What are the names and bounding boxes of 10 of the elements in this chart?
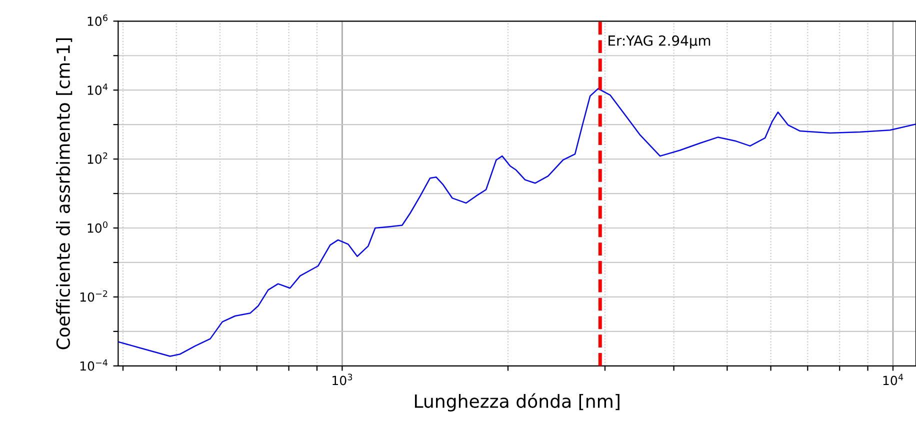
y-tick-label: 10$^{−2}$	[80, 290, 108, 302]
x-axis-title: Lunghezza dónda [nm]	[414, 393, 620, 412]
y-tick-label: 10$^{2}$	[88, 152, 108, 164]
y-tick-label: 10$^{4}$	[88, 84, 108, 95]
ref-line-label: Er:YAG 2.94µm	[608, 35, 710, 49]
y-tick-label: 10$^{−4}$	[80, 359, 108, 371]
y-tick-label: 10$^{6}$	[88, 14, 108, 26]
y-tick-label: 10$^{0}$	[88, 221, 108, 233]
y-axis-title: Coefficiente di assrbimento [cm-1]	[56, 38, 72, 350]
x-tick-label: 10$^{3}$	[332, 374, 352, 386]
